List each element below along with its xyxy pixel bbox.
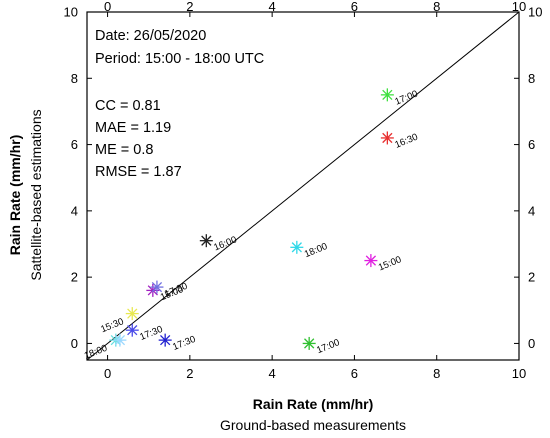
y-tick-label-left: 0 [71, 336, 78, 351]
data-point-marker [380, 88, 394, 102]
y-tick-label-left: 2 [71, 270, 78, 285]
x-tick-label-top: 8 [433, 0, 440, 14]
data-point-label: 17:00 [315, 337, 341, 356]
y-tick-label-right: 0 [528, 336, 535, 351]
x-tick-label-top: 0 [104, 0, 111, 14]
one-to-one-reference-line [86, 11, 520, 361]
data-point-marker [290, 240, 304, 254]
info-period: Period: 15:00 - 18:00 UTC [95, 51, 264, 67]
data-point-label: 15:00 [377, 254, 403, 273]
y-tick-label-left: 4 [71, 203, 78, 218]
data-point-label: 18:00 [303, 241, 329, 260]
data-point-marker [125, 307, 139, 321]
data-point-marker [150, 280, 164, 294]
x-axis-sublabel: Ground-based measurements [220, 417, 406, 433]
x-tick-label-top: 6 [351, 0, 358, 14]
data-point-label: 16:30 [393, 132, 419, 151]
y-tick-label-right: 4 [528, 203, 535, 218]
y-axis-label: Rain Rate (mm/hr) [7, 135, 23, 256]
info-mae: MAE = 1.19 [95, 120, 171, 136]
y-tick-label-right: 2 [528, 270, 535, 285]
x-tick-label-top: 10 [512, 0, 526, 14]
y-tick-label-left: 8 [71, 71, 78, 86]
x-tick-label-bottom: 0 [104, 366, 111, 381]
data-point-label: 17:00 [393, 89, 419, 108]
plot-frame [86, 11, 520, 361]
x-tick-label-bottom: 6 [351, 366, 358, 381]
y-tick-label-right: 6 [528, 137, 535, 152]
y-axis-sublabel: Sattellite-based estimations [28, 109, 44, 280]
y-tick-label-right: 10 [528, 5, 542, 20]
data-point-label: 16:00 [212, 234, 238, 253]
x-tick-label-bottom: 2 [186, 366, 193, 381]
data-point-marker [380, 131, 394, 145]
data-point-marker [364, 254, 378, 268]
y-tick-label-left: 6 [71, 137, 78, 152]
x-tick-label-top: 4 [269, 0, 276, 14]
data-point-marker [158, 333, 172, 347]
y-tick-label-left: 10 [64, 5, 78, 20]
info-cc: CC = 0.81 [95, 98, 161, 114]
x-axis-label: Rain Rate (mm/hr) [253, 396, 374, 412]
data-point-marker [302, 336, 316, 350]
info-rmse: RMSE = 1.87 [95, 164, 182, 180]
data-point-marker [125, 323, 139, 337]
data-point-marker [199, 234, 213, 248]
y-tick-label-right: 8 [528, 71, 535, 86]
x-tick-label-bottom: 10 [512, 366, 526, 381]
data-point-marker [113, 333, 127, 347]
data-point-label: 17:30 [171, 334, 197, 353]
info-me: ME = 0.8 [95, 142, 153, 158]
x-tick-label-bottom: 8 [433, 366, 440, 381]
info-date: Date: 26/05/2020 [95, 28, 206, 44]
x-tick-label-top: 2 [186, 0, 193, 14]
x-tick-label-bottom: 4 [269, 366, 276, 381]
